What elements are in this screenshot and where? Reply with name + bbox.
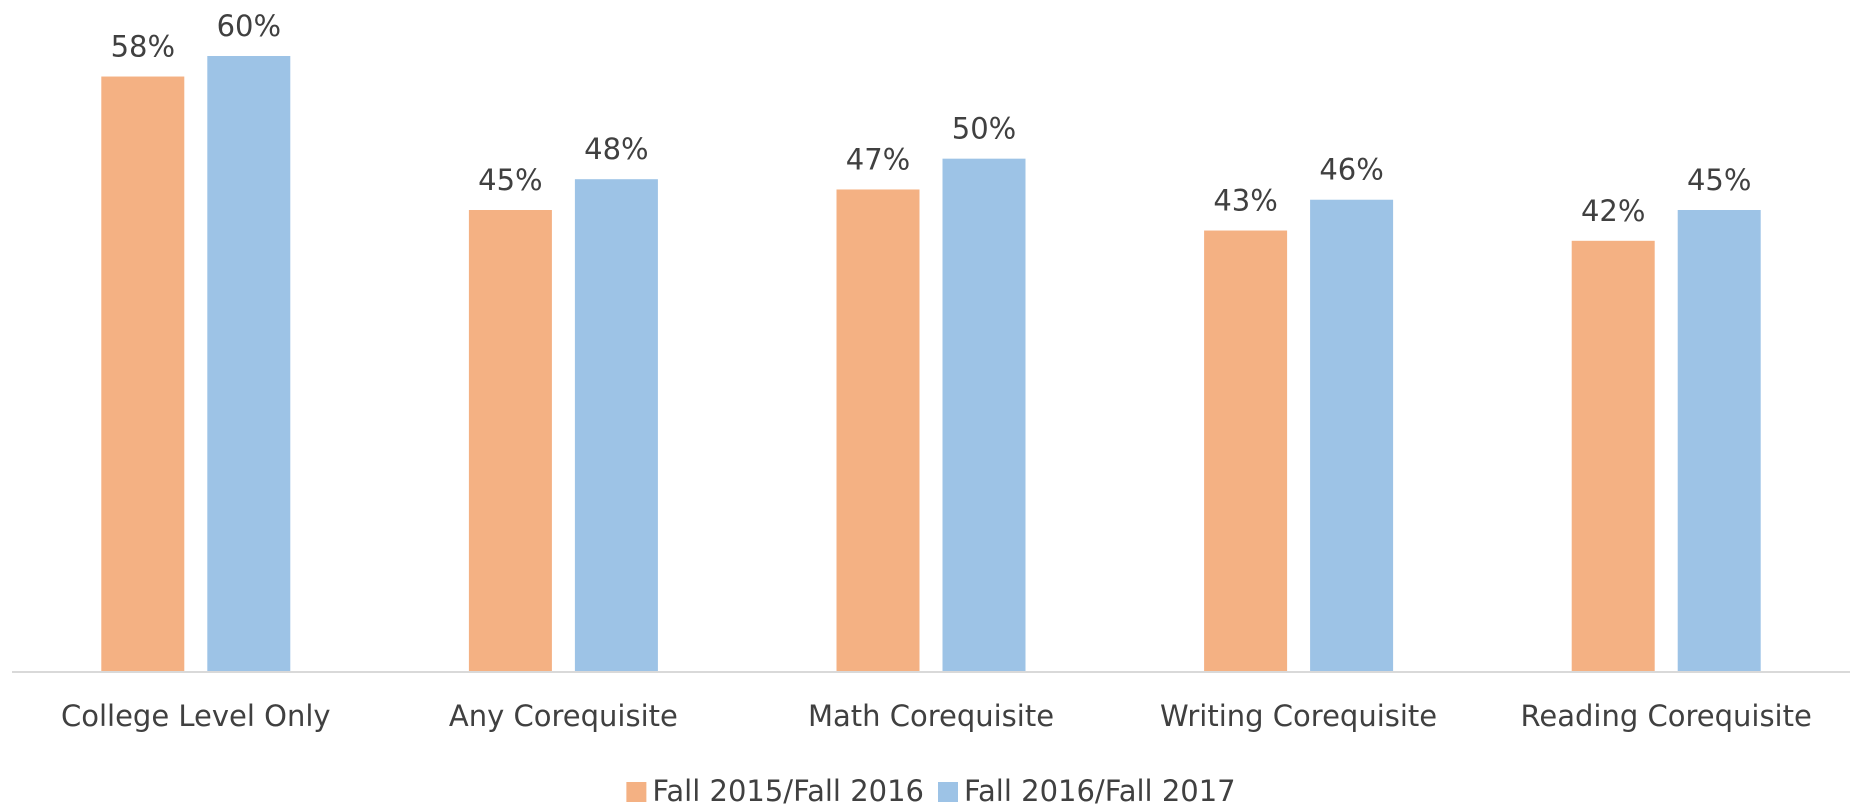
bar (1310, 199, 1394, 672)
bar (101, 76, 185, 673)
x-tick-label: Writing Corequisite (1160, 699, 1437, 733)
data-label: 50% (952, 112, 1016, 146)
x-tick-label: Reading Corequisite (1521, 699, 1812, 733)
legend-swatch (938, 782, 958, 802)
bar (942, 158, 1026, 672)
data-label: 45% (478, 163, 542, 197)
bar (207, 56, 291, 672)
data-label: 42% (1581, 194, 1645, 228)
x-tick-label: Any Corequisite (449, 699, 678, 733)
x-tick-label: Math Corequisite (808, 699, 1054, 733)
data-label: 47% (846, 142, 910, 176)
data-label: 58% (111, 30, 175, 64)
bar (1677, 210, 1761, 672)
bar (1204, 230, 1288, 673)
bar (1571, 240, 1655, 673)
data-label: 43% (1213, 184, 1277, 218)
data-label: 48% (584, 132, 648, 166)
data-label: 46% (1319, 153, 1383, 187)
legend-label: Fall 2016/Fall 2017 (964, 774, 1236, 808)
legend-label: Fall 2015/Fall 2016 (652, 774, 924, 808)
legend-swatch (626, 782, 647, 802)
data-label: 45% (1687, 163, 1751, 197)
bar (468, 210, 552, 672)
bar (574, 179, 658, 672)
bar (836, 189, 920, 672)
x-tick-label: College Level Only (61, 699, 331, 733)
data-label: 60% (217, 9, 281, 43)
